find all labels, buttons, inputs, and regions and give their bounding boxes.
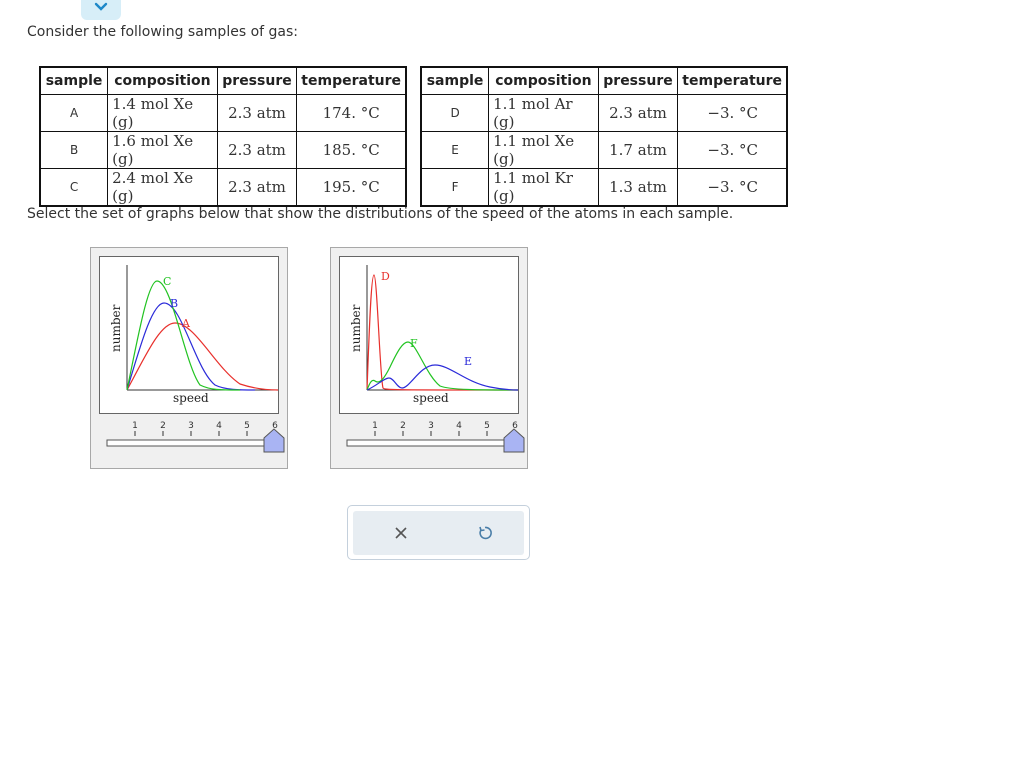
table-row: C 2.4 mol Xe (g) 2.3 atm 195. °C <box>39 168 407 207</box>
temperature-value: −3. °C <box>677 168 788 207</box>
curve-label-F: F <box>410 337 418 350</box>
table-row: A 1.4 mol Xe (g) 2.3 atm 174. °C <box>39 94 407 132</box>
table-header-row: sample composition pressure temperature <box>39 66 407 95</box>
curve-label-A: A <box>181 317 191 330</box>
table-row: F 1.1 mol Kr (g) 1.3 atm −3. °C <box>420 168 788 207</box>
composition-value: 1.1 mol Xe (g) <box>488 131 599 169</box>
intro-text: Consider the following samples of gas: <box>27 24 298 40</box>
samples-table-right: sample composition pressure temperature … <box>420 66 788 207</box>
graph-plot-area: D F E <box>339 256 519 414</box>
temperature-value: 174. °C <box>296 94 407 132</box>
slider-tick-label: 3 <box>428 421 434 431</box>
pressure-value: 2.3 atm <box>597 94 679 132</box>
composition-value: 1.4 mol Xe (g) <box>107 94 218 132</box>
header-pressure: pressure <box>597 66 679 95</box>
curve-label-B: B <box>170 297 178 310</box>
slider-tick-label: 5 <box>484 421 490 431</box>
sample-label: C <box>39 168 109 207</box>
action-bar-inner <box>353 511 524 555</box>
curve-E <box>366 364 519 391</box>
header-temperature: temperature <box>677 66 788 95</box>
slider-tick-label: 1 <box>132 421 138 431</box>
close-icon <box>395 527 407 539</box>
curve-A <box>126 322 279 391</box>
slider-tick-label: 6 <box>272 421 278 431</box>
slider-tick-label: 2 <box>160 421 166 431</box>
curve-B <box>126 302 256 391</box>
slider-tick-label: 6 <box>512 421 518 431</box>
table-row: E 1.1 mol Xe (g) 1.7 atm −3. °C <box>420 131 788 169</box>
pressure-value: 2.3 atm <box>216 94 298 132</box>
curve-F <box>366 341 519 391</box>
clear-button[interactable] <box>386 519 416 547</box>
chevron-down-icon <box>94 2 108 11</box>
graph-option-left[interactable]: C B A number speed 1 2 3 4 5 6 <box>90 247 288 469</box>
zoom-slider[interactable]: 1 2 3 4 5 6 <box>343 418 525 458</box>
header-pressure: pressure <box>216 66 298 95</box>
table-row: D 1.1 mol Ar (g) 2.3 atm −3. °C <box>420 94 788 132</box>
distribution-graph-svg: C B A <box>126 265 279 391</box>
composition-value: 1.6 mol Xe (g) <box>107 131 218 169</box>
header-sample: sample <box>420 66 490 95</box>
reset-button[interactable] <box>470 519 500 547</box>
samples-table-left: sample composition pressure temperature … <box>39 66 407 207</box>
slider-handle[interactable] <box>503 428 525 453</box>
header-composition: composition <box>107 66 218 95</box>
table-header-row: sample composition pressure temperature <box>420 66 788 95</box>
slider-tick-label: 4 <box>216 421 222 431</box>
zoom-slider[interactable]: 1 2 3 4 5 6 <box>103 418 285 458</box>
pressure-value: 1.3 atm <box>597 168 679 207</box>
curve-label-E: E <box>464 355 472 368</box>
slider-tick-label: 2 <box>400 421 406 431</box>
distribution-graph-svg: D F E <box>366 265 519 391</box>
undo-icon <box>479 526 492 540</box>
graph-plot-area: C B A <box>99 256 279 414</box>
curve-D <box>366 274 519 391</box>
pressure-value: 1.7 atm <box>597 131 679 169</box>
y-axis-label: number <box>349 304 363 352</box>
answer-action-bar <box>347 505 530 560</box>
slider-handle[interactable] <box>263 428 285 453</box>
sample-label: D <box>420 94 490 132</box>
x-axis-label: speed <box>173 391 209 405</box>
slider-track[interactable] <box>346 439 516 447</box>
graph-option-right[interactable]: D F E number speed 1 2 3 4 5 6 <box>330 247 528 469</box>
pressure-value: 2.3 atm <box>216 131 298 169</box>
collapse-toggle-button[interactable] <box>81 0 121 20</box>
slider-tick-label: 3 <box>188 421 194 431</box>
curve-label-C: C <box>163 275 171 288</box>
sample-label: A <box>39 94 109 132</box>
slider-tick-label: 5 <box>244 421 250 431</box>
composition-value: 1.1 mol Ar (g) <box>488 94 599 132</box>
composition-value: 2.4 mol Xe (g) <box>107 168 218 207</box>
composition-value: 1.1 mol Kr (g) <box>488 168 599 207</box>
header-composition: composition <box>488 66 599 95</box>
slider-track[interactable] <box>106 439 276 447</box>
x-axis-label: speed <box>413 391 449 405</box>
sample-label: B <box>39 131 109 169</box>
header-sample: sample <box>39 66 109 95</box>
header-temperature: temperature <box>296 66 407 95</box>
y-axis-label: number <box>109 304 123 352</box>
temperature-value: −3. °C <box>677 131 788 169</box>
sample-label: F <box>420 168 490 207</box>
curve-label-D: D <box>381 270 390 283</box>
slider-tick-label: 4 <box>456 421 462 431</box>
table-row: B 1.6 mol Xe (g) 2.3 atm 185. °C <box>39 131 407 169</box>
question-text: Select the set of graphs below that show… <box>27 206 734 222</box>
sample-label: E <box>420 131 490 169</box>
temperature-value: 185. °C <box>296 131 407 169</box>
temperature-value: 195. °C <box>296 168 407 207</box>
slider-tick-label: 1 <box>372 421 378 431</box>
pressure-value: 2.3 atm <box>216 168 298 207</box>
curve-C <box>126 280 241 391</box>
temperature-value: −3. °C <box>677 94 788 132</box>
